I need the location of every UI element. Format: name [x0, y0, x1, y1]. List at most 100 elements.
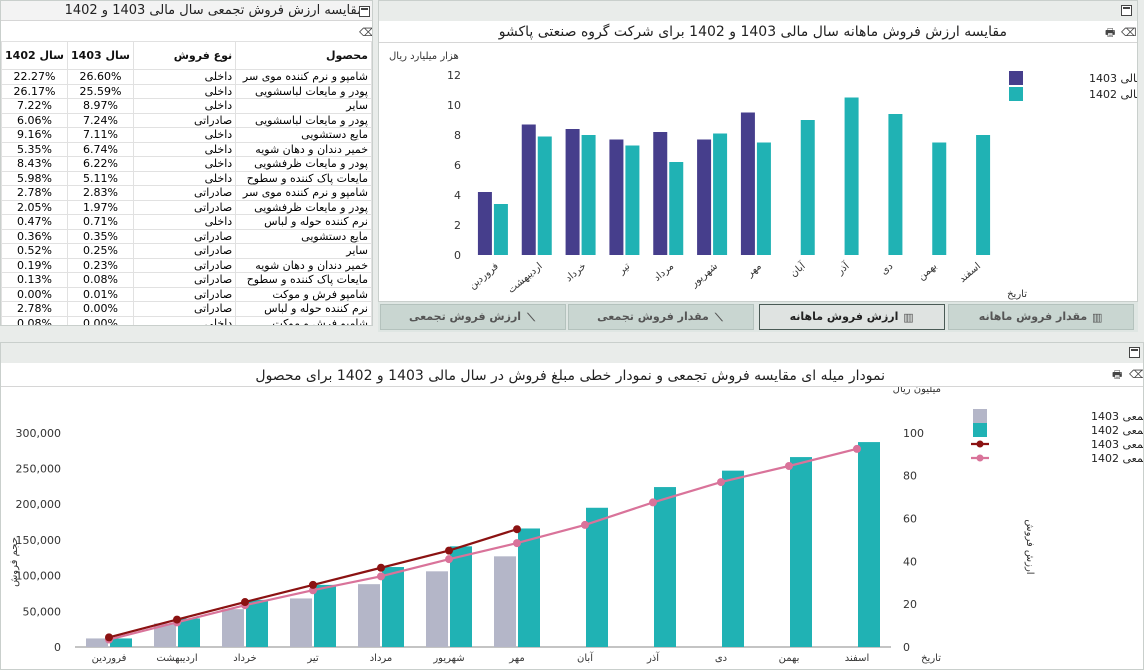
cell-1402: 8.43%	[1, 156, 69, 172]
table-row[interactable]: پودر و مایعات لباسشویی داخلی 25.59% 26.17%	[1, 83, 372, 99]
bar-1402	[932, 142, 947, 255]
line-point	[581, 520, 589, 529]
y-tick-label: 200,000	[16, 498, 62, 511]
monthly-chart-panel: مقایسه ارزش فروش ماهانه سال مالی 1403 و …	[378, 0, 1138, 302]
bar-volume-1403	[86, 638, 108, 647]
table-row[interactable]: شامپو فرش و موکت صادراتی 0.01% 0.00%	[1, 286, 372, 302]
cell-product: سایر	[235, 98, 372, 114]
export-icon[interactable]: 🖶	[1105, 26, 1116, 39]
clear-filter-icon[interactable]: ⌫	[1121, 26, 1137, 39]
table-row[interactable]: پودر و مایعات لباسشویی صادراتی 7.24% 6.06%	[1, 112, 372, 128]
table-row[interactable]: سایر داخلی 8.97% 7.22%	[1, 98, 372, 114]
table-row[interactable]: سایر صادراتی 0.25% 0.52%	[1, 243, 372, 259]
cell-product: پودر و مایعات لباسشویی	[235, 83, 372, 99]
maximize-icon[interactable]	[1121, 5, 1132, 16]
bar-volume-1402	[110, 638, 132, 647]
cell-1403: 5.11%	[67, 170, 134, 186]
bar-1403	[565, 129, 580, 255]
bar-1402	[756, 142, 771, 255]
y2-tick-label: 0	[903, 641, 910, 654]
col-header-product[interactable]: محصول	[235, 41, 372, 70]
cell-type: صادراتی	[132, 286, 237, 302]
cell-product: سایر	[235, 243, 372, 259]
bar-volume-1402	[586, 507, 608, 647]
cell-type: صادراتی	[132, 185, 237, 201]
maximize-icon[interactable]	[1129, 347, 1140, 358]
cell-type: صادراتی	[132, 243, 237, 259]
y-tick-label: 0	[454, 249, 461, 262]
y-tick-label: 8	[454, 129, 461, 142]
cell-product: شامپو و نرم کننده موی سر	[235, 69, 372, 85]
x-tick-label: شهریور	[688, 261, 720, 290]
y2-tick-label: 20	[903, 598, 917, 611]
clear-filter-icon[interactable]: ⌫	[1129, 368, 1144, 381]
table-row[interactable]: شامپو و نرم کننده موی سر داخلی 26.60% 22.27…	[1, 69, 372, 85]
y-tick-label: 12	[447, 69, 461, 82]
x-tick-label: خرداد	[233, 653, 256, 664]
x-tick-label: دی	[715, 653, 727, 664]
col-header-type[interactable]: نوع فروش	[132, 41, 237, 70]
cumulative-chart-title: نمودار میله ای مقایسه فروش تجمعی و نمودا…	[1, 365, 1143, 387]
cell-product: نرم کننده حوله و لباس	[235, 214, 372, 230]
table-row[interactable]: نرم کننده حوله و لباس داخلی 0.71% 0.47%	[1, 214, 372, 230]
table-row[interactable]: پودر و مایعات ظرفشویی صادراتی 1.97% 2.05%	[1, 199, 372, 215]
cell-1402: 0.00%	[1, 286, 69, 302]
cell-product: پودر و مایعات ظرفشویی	[235, 156, 372, 172]
cell-1402: 0.36%	[1, 228, 69, 244]
tab-cumulative-quantity[interactable]: ⟋مقدار فروش تجمعی	[568, 304, 754, 330]
table-row[interactable]: مایع دستشویی صادراتی 0.35% 0.36%	[1, 228, 372, 244]
bar-chart-icon: ▥	[1092, 311, 1103, 324]
tab-monthly-quantity[interactable]: ▥مقدار فروش ماهانه	[948, 304, 1134, 330]
export-icon[interactable]: 🖶	[1112, 368, 1123, 381]
col-header-1403[interactable]: سال 1403	[67, 41, 134, 70]
x-tick-label: فروردین	[92, 653, 127, 664]
x-tick-label: اردیبهشت	[506, 261, 545, 296]
cell-1402: 0.08%	[1, 315, 69, 325]
y-axis-label: هزار میلیارد ریال	[389, 51, 459, 62]
line-point	[513, 539, 521, 548]
table-row[interactable]: مایعات پاک کننده و سطوح داخلی 5.11% 5.98%	[1, 170, 372, 186]
table-row[interactable]: خمیر دندان و دهان شویه صادراتی 0.23% 0.19%	[1, 257, 372, 273]
cell-1402: 22.27%	[1, 69, 69, 85]
cell-product: شامپو فرش و موکت	[235, 315, 372, 325]
bar-volume-1402	[450, 546, 472, 647]
table-row[interactable]: مایع دستشویی داخلی 7.11% 9.16%	[1, 127, 372, 143]
maximize-icon[interactable]	[359, 6, 370, 17]
cell-1402: 9.16%	[1, 127, 69, 143]
col-header-1402[interactable]: سال 1402	[1, 41, 69, 70]
bar-1403	[740, 112, 755, 255]
cell-type: صادراتی	[132, 301, 237, 317]
y-axis-label: حجم فروش	[9, 537, 20, 587]
table-row[interactable]: پودر و مایعات ظرفشویی داخلی 6.22% 8.43%	[1, 156, 372, 172]
legend-swatch	[976, 440, 984, 448]
table-row[interactable]: شامپو و نرم کننده موی سر صادراتی 2.83% 2.78…	[1, 185, 372, 201]
tab-cumulative-value[interactable]: ⟋ارزش فروش تجمعی	[380, 304, 566, 330]
cell-product: پودر و مایعات ظرفشویی	[235, 199, 372, 215]
bar-volume-1402	[722, 470, 744, 647]
table-row[interactable]: مایعات پاک کننده و سطوح صادراتی 0.08% 0.13%	[1, 272, 372, 288]
x-tick-label: بهمن	[916, 261, 939, 283]
cell-product: پودر و مایعات لباسشویی	[235, 112, 372, 128]
cell-product: خمیر دندان و دهان شویه	[235, 141, 372, 157]
line-chart-icon: ⟋	[527, 311, 535, 324]
table-panel: مقایسه ارزش فروش تجمعی سال مالی 1403 و 1…	[0, 0, 373, 326]
cell-product: مایع دستشویی	[235, 127, 372, 143]
table-row[interactable]: شامپو فرش و موکت داخلی 0.00% 0.08%	[1, 315, 372, 325]
clear-filter-icon[interactable]: ⌫	[359, 27, 372, 39]
cell-1403: 0.35%	[67, 228, 134, 244]
bar-1403	[653, 132, 668, 255]
table-row[interactable]: نرم کننده حوله و لباس صادراتی 0.00% 2.78%	[1, 301, 372, 317]
legend-label: سال مالی 1402	[1089, 88, 1137, 101]
tab-monthly-value[interactable]: ▥ارزش فروش ماهانه	[759, 304, 945, 330]
bar-1402	[493, 204, 508, 255]
cell-1402: 6.06%	[1, 112, 69, 128]
bar-1402	[844, 97, 859, 255]
legend-swatch	[973, 409, 987, 423]
bar-volume-1403	[494, 556, 516, 647]
cell-type: صادراتی	[132, 257, 237, 273]
cell-1403: 0.00%	[67, 315, 134, 325]
cell-type: داخلی	[132, 127, 237, 143]
legend-label: حجم فروش تجمعی 1402	[1091, 424, 1143, 437]
cell-type: صادراتی	[132, 112, 237, 128]
table-row[interactable]: خمیر دندان و دهان شویه داخلی 6.74% 5.35%	[1, 141, 372, 157]
